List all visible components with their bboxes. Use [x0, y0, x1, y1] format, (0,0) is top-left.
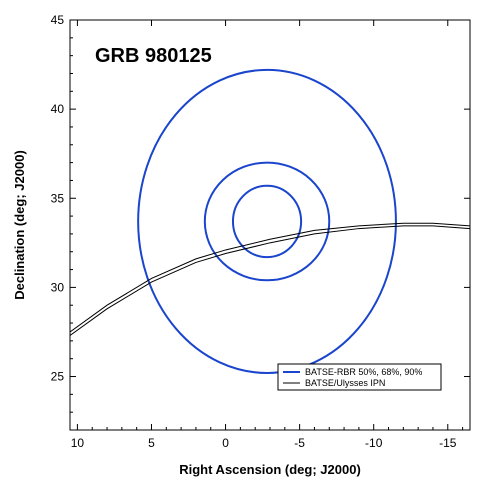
- y-tick-label: 40: [51, 102, 65, 116]
- x-axis-ticks: 10 5 0 -5 -10 -15: [71, 20, 464, 450]
- y-tick-label: 35: [51, 191, 65, 205]
- batse-rbr-contour-1: [203, 161, 331, 282]
- ipn-annulus-edge-1: [70, 222, 470, 333]
- x-tick-label: 0: [222, 436, 229, 450]
- x-tick-label: -5: [294, 436, 305, 450]
- chart-annotation: GRB 980125: [95, 45, 212, 67]
- y-axis-ticks: 25 30 35 40 45: [51, 13, 470, 431]
- batse-rbr-contour-2: [137, 68, 397, 374]
- legend-label-ipn: BATSE/Ulysses IPN: [305, 378, 385, 388]
- x-axis-title: Right Ascension (deg; J2000): [179, 462, 361, 477]
- batse-rbr-contour-0: [231, 184, 303, 259]
- plot-frame: [69, 19, 471, 431]
- x-tick-label: 10: [71, 436, 85, 450]
- legend: BATSE-RBR 50%, 68%, 90% BATSE/Ulysses IP…: [277, 363, 442, 391]
- y-axis-title: Declination (deg; J2000): [12, 150, 27, 300]
- ipn-annulus-edge-0: [70, 225, 470, 336]
- series-layer: [70, 68, 470, 374]
- legend-box: [277, 363, 442, 391]
- x-tick-label: 5: [148, 436, 155, 450]
- legend-label-batse-rbr: BATSE-RBR 50%, 68%, 90%: [305, 367, 422, 377]
- y-tick-label: 30: [51, 280, 65, 294]
- x-tick-label: -15: [439, 436, 457, 450]
- x-tick-label: -10: [365, 436, 383, 450]
- y-tick-label: 45: [51, 13, 65, 27]
- y-tick-label: 25: [51, 370, 65, 384]
